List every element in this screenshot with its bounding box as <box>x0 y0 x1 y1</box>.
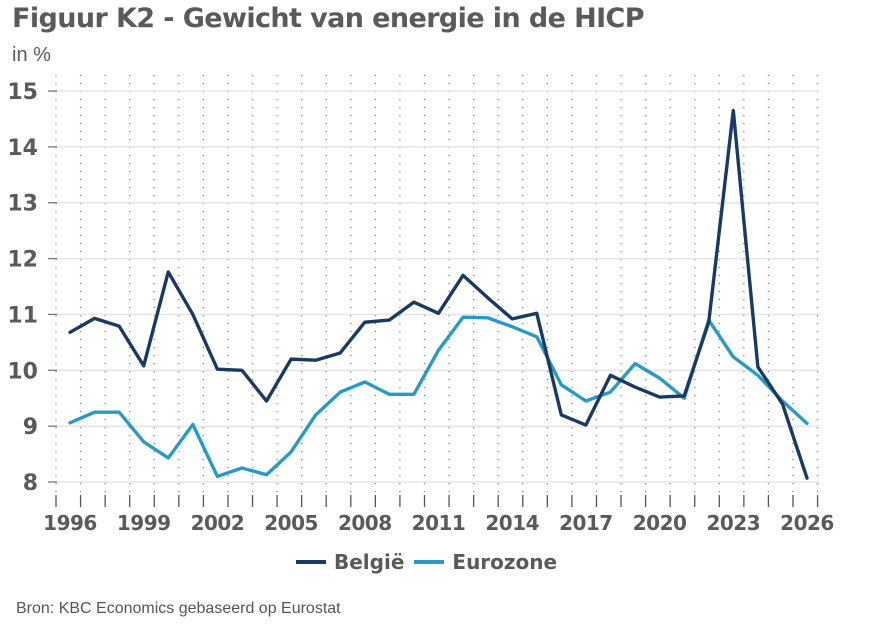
source-note: Bron: KBC Economics gebaseerd op Eurosta… <box>16 600 341 617</box>
vertical-gridlines <box>55 75 819 492</box>
y-tick-label: 15 <box>7 80 38 105</box>
x-tick-label: 2014 <box>485 511 539 535</box>
y-tick-label: 13 <box>7 192 38 217</box>
x-tick-label: 2023 <box>706 511 760 535</box>
series-lines <box>68 108 809 480</box>
x-tick-label: 2026 <box>780 511 834 535</box>
x-tick-label: 1996 <box>43 511 97 535</box>
legend-swatch-belgie <box>296 560 326 564</box>
series-line-belgie <box>68 108 809 480</box>
x-tick-label: 2020 <box>633 511 687 535</box>
y-tick-label: 10 <box>7 359 38 384</box>
y-axis-ticks: 8 9 10 11 12 13 14 15 <box>7 80 57 496</box>
legend: België Eurozone <box>296 550 567 574</box>
series-line-eurozone <box>68 315 809 479</box>
legend-swatch-eurozone <box>414 560 445 564</box>
y-tick-label: 12 <box>7 248 38 273</box>
x-tick-label: 1999 <box>117 511 171 535</box>
x-axis-ticks: 1996 1999 2002 2005 2008 2011 2014 2017 2020 2023… <box>43 495 834 535</box>
x-tick-label: 2011 <box>412 511 466 535</box>
y-tick-label: 14 <box>7 136 38 161</box>
horizontal-gridlines <box>56 90 819 483</box>
chart-title: Figuur K2 - Gewicht van energie in de HI… <box>12 3 645 34</box>
x-tick-label: 2017 <box>559 511 613 535</box>
y-tick-label: 8 <box>23 471 38 496</box>
x-tick-label: 2008 <box>338 511 392 535</box>
x-tick-label: 2002 <box>191 511 245 535</box>
y-axis-unit-label: in % <box>12 44 51 66</box>
legend-item-belgie: België <box>296 550 404 574</box>
y-tick-label: 11 <box>7 303 38 328</box>
legend-item-eurozone: Eurozone <box>414 550 557 574</box>
y-tick-label: 9 <box>23 415 38 440</box>
x-tick-label: 2005 <box>264 511 318 535</box>
legend-label-belgie: België <box>334 550 405 574</box>
legend-label-eurozone: Eurozone <box>452 550 558 574</box>
